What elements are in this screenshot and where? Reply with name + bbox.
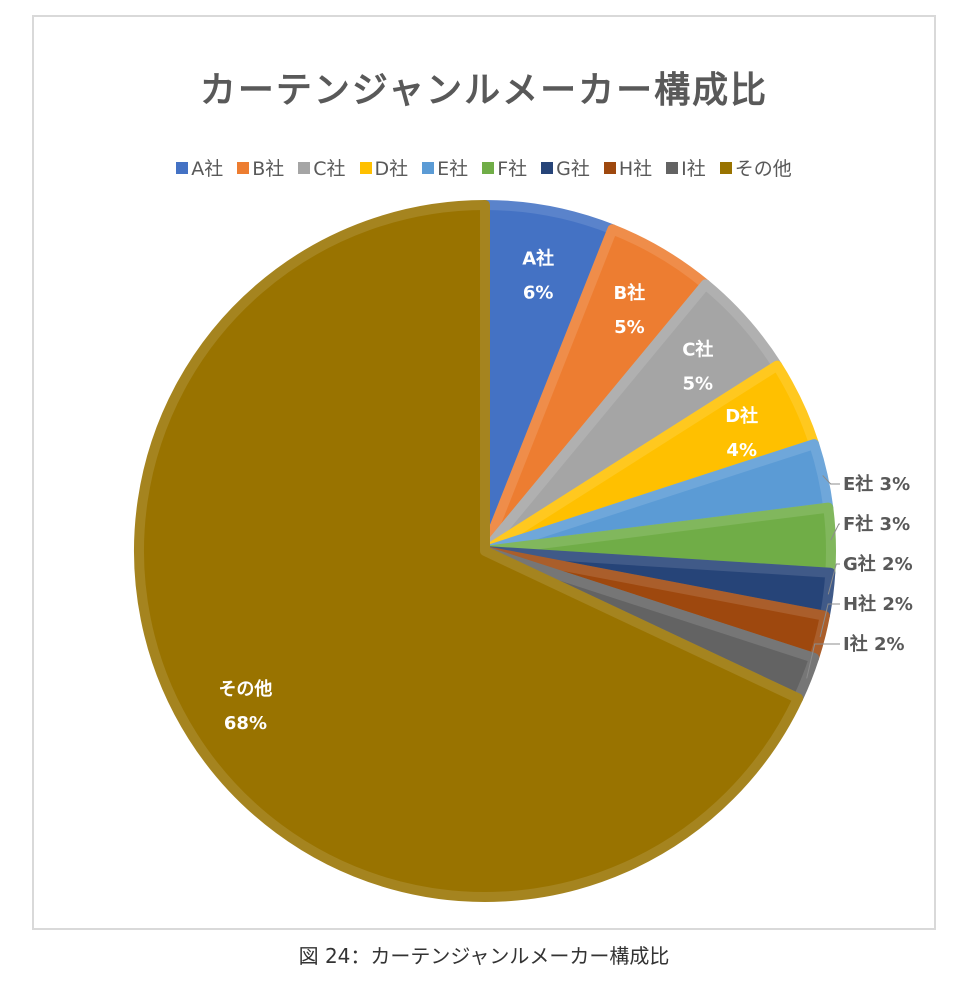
- chart-title: カーテンジャンルメーカー構成比: [199, 70, 769, 111]
- legend-label: その他: [734, 158, 792, 180]
- leader-line: [830, 523, 840, 541]
- legend-swatch: [422, 161, 435, 174]
- legend-item: B社: [237, 154, 284, 181]
- data-label: H社 2%: [843, 593, 913, 615]
- legend-swatch: [359, 161, 372, 174]
- legend-label: A社: [191, 158, 224, 180]
- data-label: A社: [522, 247, 554, 269]
- legend-item: I社: [666, 154, 706, 181]
- legend-label: D社: [374, 158, 409, 180]
- pie-slice-その他: [134, 200, 804, 902]
- data-label: C社: [682, 338, 713, 360]
- data-label: その他: [218, 678, 272, 700]
- legend: A社 B社 C社 D社 E社 F社 G社 H社 I社 その他: [34, 154, 934, 181]
- data-label: 68%: [224, 713, 267, 734]
- legend-swatch: [176, 161, 189, 174]
- legend-label: H社: [618, 158, 653, 180]
- legend-item: H社: [603, 154, 653, 181]
- legend-swatch: [541, 161, 554, 174]
- legend-label: C社: [313, 158, 346, 180]
- legend-swatch: [603, 161, 616, 174]
- figure-caption: 図 24：カーテンジャンルメーカー構成比: [298, 944, 670, 968]
- legend-item: G社: [541, 154, 590, 181]
- data-label: D社: [725, 405, 758, 427]
- legend-label: I社: [681, 158, 706, 180]
- data-label: 4%: [726, 440, 757, 461]
- legend-swatch: [237, 161, 250, 174]
- data-label: 5%: [683, 373, 714, 394]
- data-label: I社 2%: [843, 633, 905, 655]
- legend-swatch: [666, 161, 679, 174]
- legend-label: E社: [437, 158, 469, 180]
- legend-item: A社: [176, 154, 223, 181]
- leader-line: [806, 643, 840, 679]
- leader-line: [822, 475, 840, 485]
- data-label: 5%: [614, 317, 645, 338]
- legend-item: E社: [422, 154, 468, 181]
- legend-item: D社: [359, 154, 409, 181]
- legend-item: F社: [482, 154, 527, 181]
- legend-item: その他: [719, 154, 792, 181]
- legend-swatch: [482, 161, 495, 174]
- data-label: G社 2%: [843, 553, 913, 575]
- legend-label: G社: [556, 158, 590, 180]
- legend-swatch: [719, 161, 732, 174]
- data-label: E社 3%: [843, 473, 910, 495]
- leader-line: [819, 603, 840, 638]
- legend-swatch: [298, 161, 311, 174]
- legend-label: F社: [497, 158, 528, 180]
- leader-line: [827, 563, 840, 595]
- data-label: F社 3%: [843, 513, 910, 535]
- legend-label: B社: [252, 158, 285, 180]
- legend-item: C社: [298, 154, 346, 181]
- data-label: B社: [614, 282, 646, 304]
- data-label: 6%: [523, 282, 554, 303]
